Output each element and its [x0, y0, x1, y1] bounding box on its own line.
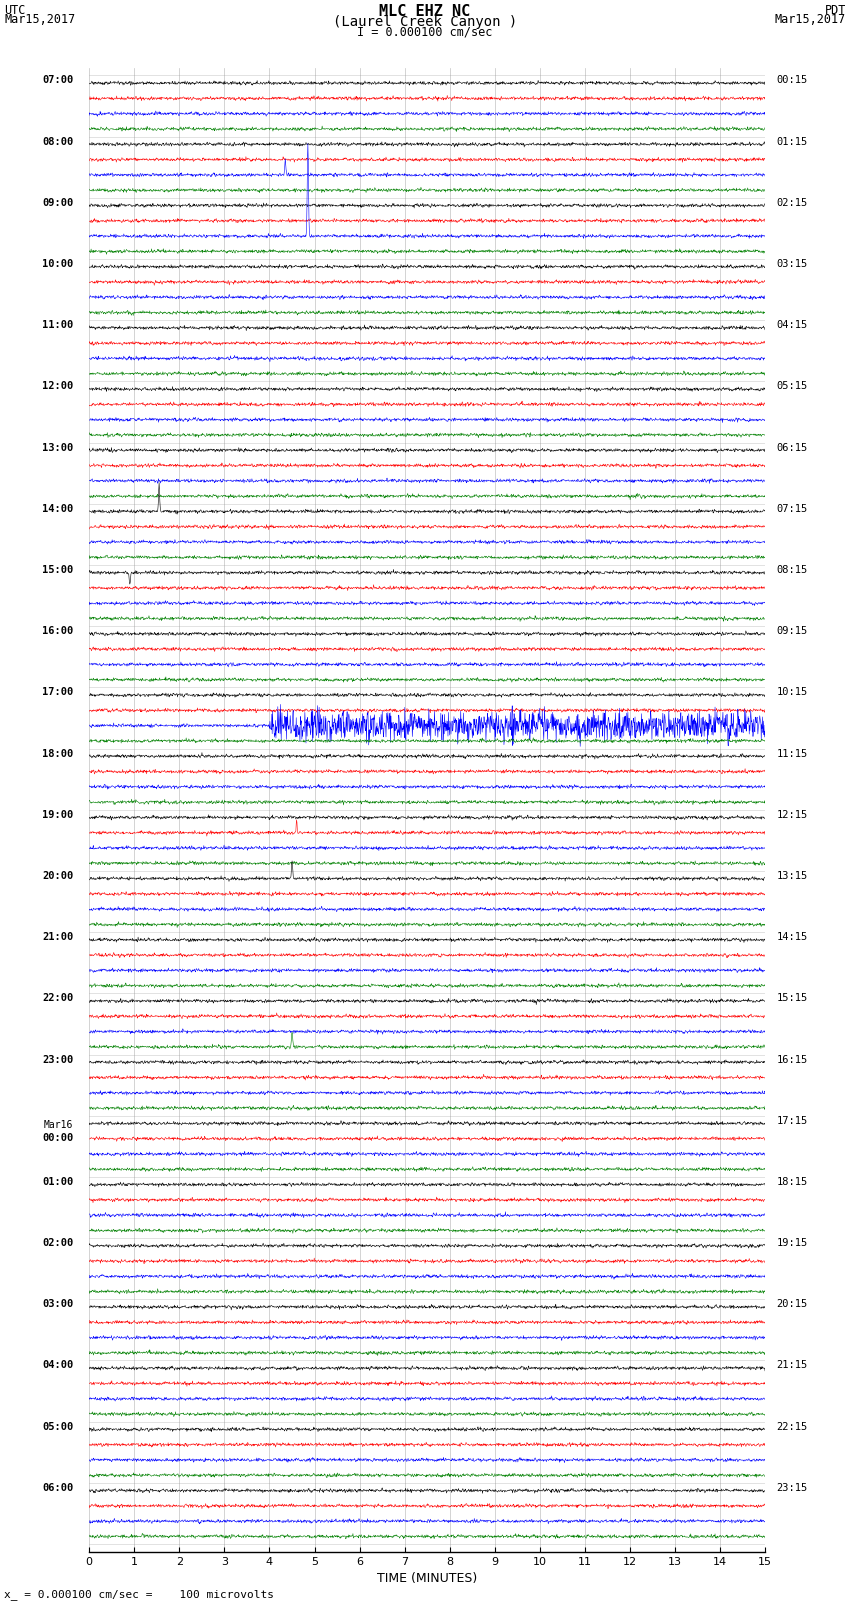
Text: Mar15,2017: Mar15,2017: [4, 13, 76, 26]
Text: 17:15: 17:15: [776, 1116, 808, 1126]
Text: (Laurel Creek Canyon ): (Laurel Creek Canyon ): [333, 16, 517, 29]
Text: 22:15: 22:15: [776, 1421, 808, 1432]
Text: 20:15: 20:15: [776, 1300, 808, 1310]
Text: 01:00: 01:00: [42, 1177, 73, 1187]
Text: 00:15: 00:15: [776, 76, 808, 85]
Text: 06:15: 06:15: [776, 442, 808, 453]
Text: 23:00: 23:00: [42, 1055, 73, 1065]
Text: 07:15: 07:15: [776, 503, 808, 515]
Text: 11:15: 11:15: [776, 748, 808, 758]
Text: 13:00: 13:00: [42, 442, 73, 453]
Text: 18:15: 18:15: [776, 1177, 808, 1187]
Text: 09:15: 09:15: [776, 626, 808, 636]
Text: I = 0.000100 cm/sec: I = 0.000100 cm/sec: [357, 26, 493, 39]
Text: 23:15: 23:15: [776, 1482, 808, 1494]
X-axis label: TIME (MINUTES): TIME (MINUTES): [377, 1573, 477, 1586]
Text: 04:00: 04:00: [42, 1360, 73, 1371]
Text: 02:15: 02:15: [776, 198, 808, 208]
Text: 03:00: 03:00: [42, 1300, 73, 1310]
Text: 10:15: 10:15: [776, 687, 808, 697]
Text: 08:00: 08:00: [42, 137, 73, 147]
Text: 19:00: 19:00: [42, 810, 73, 819]
Text: 13:15: 13:15: [776, 871, 808, 881]
Text: 17:00: 17:00: [42, 687, 73, 697]
Text: 12:00: 12:00: [42, 381, 73, 392]
Text: 15:00: 15:00: [42, 565, 73, 574]
Text: 00:00: 00:00: [42, 1132, 73, 1142]
Text: 20:00: 20:00: [42, 871, 73, 881]
Text: 05:15: 05:15: [776, 381, 808, 392]
Text: MLC EHZ NC: MLC EHZ NC: [379, 5, 471, 19]
Text: 14:15: 14:15: [776, 932, 808, 942]
Text: 19:15: 19:15: [776, 1239, 808, 1248]
Text: 07:00: 07:00: [42, 76, 73, 85]
Text: 09:00: 09:00: [42, 198, 73, 208]
Text: UTC: UTC: [4, 5, 26, 18]
Text: x̲ = 0.000100 cm/sec =    100 microvolts: x̲ = 0.000100 cm/sec = 100 microvolts: [4, 1589, 275, 1600]
Text: 21:00: 21:00: [42, 932, 73, 942]
Text: 08:15: 08:15: [776, 565, 808, 574]
Text: 18:00: 18:00: [42, 748, 73, 758]
Text: 01:15: 01:15: [776, 137, 808, 147]
Text: 10:00: 10:00: [42, 260, 73, 269]
Text: PDT: PDT: [824, 5, 846, 18]
Text: 21:15: 21:15: [776, 1360, 808, 1371]
Text: 14:00: 14:00: [42, 503, 73, 515]
Text: 06:00: 06:00: [42, 1482, 73, 1494]
Text: 05:00: 05:00: [42, 1421, 73, 1432]
Text: 04:15: 04:15: [776, 319, 808, 331]
Text: 03:15: 03:15: [776, 260, 808, 269]
Text: Mar15,2017: Mar15,2017: [774, 13, 846, 26]
Text: 02:00: 02:00: [42, 1239, 73, 1248]
Text: 16:15: 16:15: [776, 1055, 808, 1065]
Text: Mar16: Mar16: [44, 1121, 73, 1131]
Text: 15:15: 15:15: [776, 994, 808, 1003]
Text: 12:15: 12:15: [776, 810, 808, 819]
Text: 11:00: 11:00: [42, 319, 73, 331]
Text: 22:00: 22:00: [42, 994, 73, 1003]
Text: 16:00: 16:00: [42, 626, 73, 636]
